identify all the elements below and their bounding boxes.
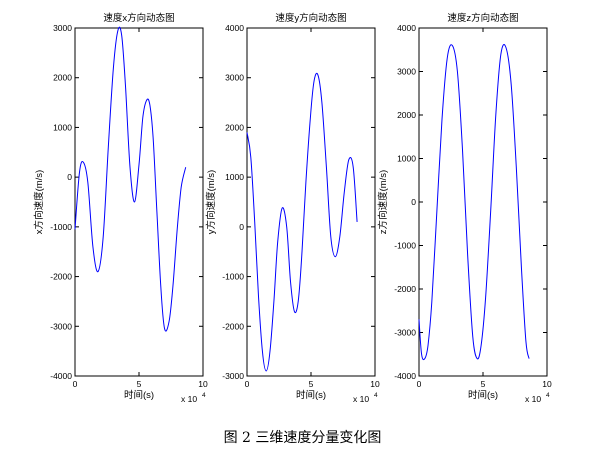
x-tick-label: 10 [542, 379, 552, 389]
series-line-1 [418, 43, 530, 361]
x-multiplier-exponent: 4 [546, 392, 550, 399]
y-tick-label: 2000 [225, 122, 244, 132]
x-tick-label: 0 [417, 379, 422, 389]
figure-caption: 图 2 三维速度分量变化图 [223, 430, 382, 446]
series-line-1 [246, 72, 358, 372]
chart-title: 速度z方向动态图 [447, 12, 518, 24]
y-tick-label: -3000 [394, 328, 416, 338]
plot-frame [418, 27, 548, 377]
x-multiplier-exponent: 4 [374, 392, 378, 399]
subplot-1: -4000 -3000 -2000 -1000 0 1000 2000 3000 0 5 10 速度x… [33, 12, 208, 404]
y-tick-label: -3000 [222, 371, 244, 381]
series-line-1 [74, 26, 187, 332]
y-tick-label: -2000 [394, 284, 416, 294]
y-tick-label: -1000 [394, 241, 416, 251]
x-tick-label: 5 [137, 379, 142, 389]
y-tick-label: 3000 [225, 73, 244, 83]
y-tick-label: 1000 [397, 154, 416, 164]
x-tick-label: 0 [245, 379, 250, 389]
y-tick-label: -4000 [394, 371, 416, 381]
y-tick-label: 4000 [397, 23, 416, 33]
x-tick-label: 10 [198, 379, 208, 389]
chart-title: 速度y方向动态图 [275, 12, 346, 24]
x-tick-label: 5 [309, 379, 314, 389]
x-axis-label: 时间(s) [124, 389, 154, 401]
x-axis-label: 时间(s) [296, 389, 326, 401]
subplot-3: -4000 -3000 -2000 -1000 0 1000 2000 3000 4000 0 5 1… [377, 12, 552, 404]
y-tick-label: 1000 [53, 122, 72, 132]
y-tick-label: 2000 [397, 110, 416, 120]
subplot-2: -3000 -2000 -1000 0 1000 2000 3000 4000 0 5 10 速度y方… [205, 12, 380, 404]
x-tick-label: 10 [370, 379, 380, 389]
y-axis-label: x方向速度(m/s) [33, 170, 45, 234]
y-tick-label: 3000 [53, 23, 72, 33]
x-multiplier-exponent: 4 [202, 392, 206, 399]
x-multiplier: x 10 [353, 394, 369, 404]
y-tick-label: 4000 [225, 23, 244, 33]
y-tick-label: -2000 [50, 272, 72, 282]
x-tick-label: 5 [481, 379, 486, 389]
y-tick-label: -4000 [50, 371, 72, 381]
y-tick-label: 0 [67, 172, 72, 182]
y-tick-label: -1000 [50, 222, 72, 232]
x-multiplier: x 10 [181, 394, 197, 404]
y-tick-label: 0 [239, 222, 244, 232]
y-tick-label: -2000 [222, 321, 244, 331]
x-axis-label: 时间(s) [468, 389, 498, 401]
y-axis-label: z方向速度(m/s) [377, 170, 389, 234]
x-tick-label: 0 [73, 379, 78, 389]
y-axis-label: y方向速度(m/s) [205, 170, 217, 234]
y-tick-label: 0 [411, 197, 416, 207]
chart-title: 速度x方向动态图 [103, 12, 174, 24]
y-tick-label: 2000 [53, 73, 72, 83]
y-tick-label: -1000 [222, 272, 244, 282]
x-multiplier: x 10 [525, 394, 541, 404]
y-tick-label: 1000 [225, 172, 244, 182]
plot-frame [74, 27, 204, 377]
y-tick-label: -3000 [50, 321, 72, 331]
y-tick-label: 3000 [397, 67, 416, 77]
